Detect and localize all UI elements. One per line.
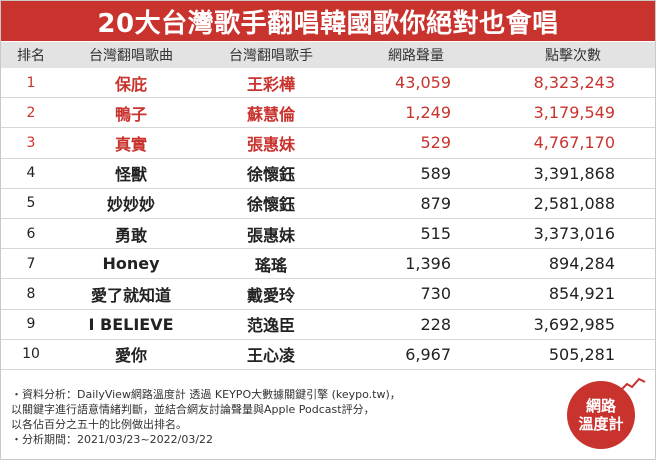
cell-singer: 蘇慧倫 <box>246 104 295 124</box>
cell-rank: 7 <box>26 255 36 272</box>
cell-song: Honey <box>102 254 160 274</box>
cell-clicks: 3,373,016 <box>533 224 615 244</box>
cell-rank: 2 <box>26 104 36 121</box>
table-row: 10 愛你 王心凌 6,967 505,281 <box>1 339 655 370</box>
cell-volume: 1,396 <box>405 254 451 274</box>
cell-volume: 879 <box>420 193 451 213</box>
cell-singer: 戴愛玲 <box>246 285 295 305</box>
cell-rank: 8 <box>26 285 36 302</box>
cell-volume: 730 <box>420 284 451 304</box>
cell-song: 愛了就知道 <box>90 285 171 305</box>
cell-clicks: 3,179,549 <box>533 103 615 123</box>
cell-song: 勇敢 <box>114 225 147 245</box>
header-rank: 排名 <box>1 42 61 68</box>
cell-singer: 張惠妹 <box>246 225 295 245</box>
cell-singer: 徐懷鈺 <box>246 165 295 185</box>
footnote-line: ・資料分析：DailyView網路溫度計 透過 KEYPO大數據關鍵引擎 (ke… <box>11 388 401 401</box>
cell-volume: 529 <box>420 133 451 153</box>
table-row: 5 妙妙妙 徐懷鈺 879 2,581,088 <box>1 188 655 219</box>
header-singer: 台灣翻唱歌手 <box>201 42 341 68</box>
dailyview-logo: 網路 溫度計 <box>567 381 635 449</box>
table-row: 9 I BELIEVE 范逸臣 228 3,692,985 <box>1 309 655 340</box>
cell-song: 怪獸 <box>114 165 147 185</box>
header-volume: 網路聲量 <box>341 42 491 68</box>
table-row: 1 保庇 王彩樺 43,059 8,323,243 <box>1 68 655 98</box>
page-title: 20大台灣歌手翻唱韓國歌你絕對也會唱 <box>1 1 655 41</box>
cell-rank: 9 <box>26 316 36 333</box>
logo-text-line1: 網路 <box>585 397 616 415</box>
table-row: 6 勇敢 張惠妹 515 3,373,016 <box>1 218 655 249</box>
cell-song: 鴨子 <box>114 104 147 124</box>
table-row: 7 Honey 瑤瑤 1,396 894,284 <box>1 249 655 279</box>
cell-clicks: 3,692,985 <box>533 314 615 334</box>
cell-rank: 1 <box>26 74 36 91</box>
table-row: 3 真實 張惠妹 529 4,767,170 <box>1 128 655 159</box>
table-row: 2 鴨子 蘇慧倫 1,249 3,179,549 <box>1 98 655 128</box>
cell-singer: 范逸臣 <box>246 316 295 336</box>
cell-rank: 5 <box>26 195 36 212</box>
cell-song: 保庇 <box>114 74 147 94</box>
footnote-line: 以各佔百分之五十的比例做出排名。 <box>11 418 187 431</box>
ranking-table: 排名 台灣翻唱歌曲 台灣翻唱歌手 網路聲量 點擊次數 1 保庇 王彩樺 43,059 8… <box>1 42 655 370</box>
cell-song: I BELIEVE <box>88 314 174 334</box>
header-clicks: 點擊次數 <box>491 42 655 68</box>
cell-clicks: 894,284 <box>548 254 615 274</box>
cell-rank: 3 <box>26 134 36 151</box>
cell-volume: 43,059 <box>395 73 451 93</box>
cell-singer: 徐懷鈺 <box>246 195 295 215</box>
cell-singer: 王心凌 <box>246 346 295 366</box>
table-header-row: 排名 台灣翻唱歌曲 台灣翻唱歌手 網路聲量 點擊次數 <box>1 42 655 68</box>
cell-song: 愛你 <box>114 346 147 366</box>
footnote-line: 以關鍵字進行語意情緒判斷，並結合網友討論聲量與Apple Podcast評分， <box>11 403 375 416</box>
cell-rank: 10 <box>22 346 40 363</box>
cell-clicks: 3,391,868 <box>533 163 615 183</box>
cell-volume: 589 <box>420 163 451 183</box>
cell-singer: 張惠妹 <box>246 134 295 154</box>
header-song: 台灣翻唱歌曲 <box>61 42 201 68</box>
footnote-line: ・分析期間：2021/03/23~2022/03/22 <box>11 433 214 446</box>
cell-clicks: 2,581,088 <box>533 193 615 213</box>
footnote: ・資料分析：DailyView網路溫度計 透過 KEYPO大數據關鍵引擎 (ke… <box>11 387 531 447</box>
trend-line-icon <box>620 377 646 391</box>
logo-text-line2: 溫度計 <box>578 415 624 433</box>
cell-clicks: 854,921 <box>548 284 615 304</box>
cell-song: 真實 <box>114 134 147 154</box>
cell-clicks: 8,323,243 <box>533 73 615 93</box>
cell-singer: 王彩樺 <box>246 74 295 94</box>
cell-rank: 4 <box>26 165 36 182</box>
cell-song: 妙妙妙 <box>106 195 155 215</box>
cell-rank: 6 <box>26 225 36 242</box>
cell-clicks: 505,281 <box>548 344 615 364</box>
cell-clicks: 4,767,170 <box>533 133 615 153</box>
cell-volume: 1,249 <box>405 103 451 123</box>
cell-volume: 228 <box>420 314 451 334</box>
cell-volume: 6,967 <box>405 344 451 364</box>
cell-volume: 515 <box>420 224 451 244</box>
cell-singer: 瑤瑤 <box>254 255 287 275</box>
table-row: 4 怪獸 徐懷鈺 589 3,391,868 <box>1 158 655 189</box>
table-row: 8 愛了就知道 戴愛玲 730 854,921 <box>1 279 655 309</box>
